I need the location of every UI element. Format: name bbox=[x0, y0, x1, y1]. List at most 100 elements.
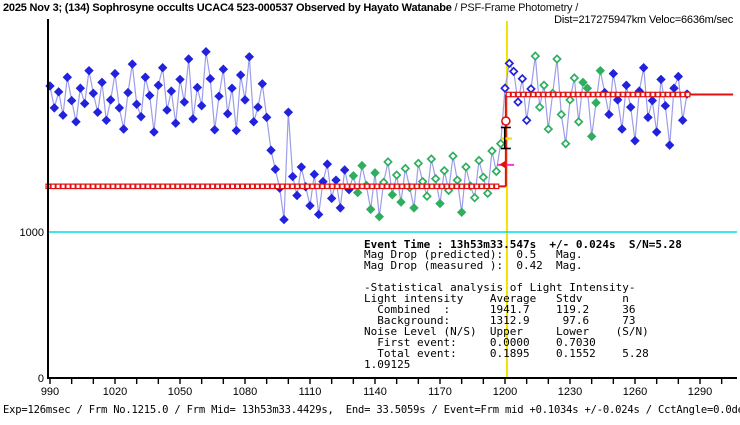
data-point bbox=[214, 91, 224, 101]
data-point bbox=[309, 169, 320, 180]
title-suffix: / PSF-Frame Photometry / bbox=[451, 2, 579, 14]
x-tick-label: 1140 bbox=[363, 386, 387, 398]
data-point bbox=[352, 187, 363, 198]
data-point bbox=[248, 117, 259, 127]
data-point bbox=[348, 171, 359, 181]
data-point bbox=[231, 125, 242, 136]
data-point bbox=[192, 82, 203, 93]
data-point bbox=[517, 73, 528, 84]
data-point bbox=[383, 157, 393, 167]
data-point bbox=[448, 151, 458, 161]
data-point bbox=[101, 115, 112, 126]
data-point bbox=[58, 110, 68, 120]
event-markers bbox=[496, 116, 515, 170]
data-point bbox=[534, 102, 545, 112]
data-point bbox=[144, 90, 155, 101]
data-point bbox=[500, 83, 510, 93]
data-point bbox=[669, 83, 679, 93]
x-tick-label: 1290 bbox=[688, 386, 712, 398]
data-point bbox=[604, 109, 614, 120]
x-tick-label: 990 bbox=[41, 386, 59, 398]
data-point bbox=[461, 162, 471, 172]
data-point bbox=[283, 107, 294, 117]
data-point bbox=[396, 197, 406, 207]
data-point bbox=[539, 80, 549, 91]
x-tick-label: 1080 bbox=[233, 386, 257, 398]
dist-veloc-line: Dist=217275947km Veloc=6636m/sec bbox=[554, 14, 733, 26]
data-point bbox=[565, 95, 575, 105]
lightcurve-connector bbox=[49, 51, 688, 220]
data-point bbox=[526, 84, 536, 94]
x-tick-label: 1050 bbox=[168, 386, 192, 398]
data-point bbox=[435, 198, 445, 209]
y-tick-label: 0 bbox=[38, 373, 44, 385]
data-point bbox=[387, 190, 398, 200]
data-point bbox=[430, 173, 441, 184]
data-point bbox=[391, 170, 402, 180]
data-point bbox=[508, 66, 519, 77]
x-tick-label: 1200 bbox=[493, 386, 517, 398]
data-point bbox=[591, 98, 601, 108]
event-circle-marker bbox=[501, 116, 511, 126]
event-yellow-tick bbox=[501, 137, 512, 140]
data-point bbox=[331, 175, 341, 185]
data-point bbox=[456, 207, 467, 217]
x-axis-ticks bbox=[49, 379, 723, 384]
data-point bbox=[49, 103, 60, 113]
data-point bbox=[474, 155, 484, 166]
data-point bbox=[244, 52, 255, 62]
x-axis bbox=[47, 377, 737, 379]
page-title: 2025 Nov 3; (134) Sophrosyne occults UCA… bbox=[3, 2, 578, 14]
data-point bbox=[84, 65, 94, 76]
data-point bbox=[365, 204, 376, 215]
data-point bbox=[621, 80, 632, 90]
data-point bbox=[296, 162, 307, 172]
data-point bbox=[305, 201, 315, 211]
data-point bbox=[608, 68, 619, 79]
data-point bbox=[573, 116, 584, 127]
data-point bbox=[127, 59, 138, 69]
data-point bbox=[201, 46, 211, 57]
data-point bbox=[131, 99, 142, 109]
data-point bbox=[218, 64, 229, 74]
data-point bbox=[279, 214, 289, 225]
axes bbox=[47, 19, 737, 379]
data-point bbox=[660, 101, 671, 111]
data-point bbox=[62, 72, 73, 82]
data-point bbox=[426, 154, 437, 164]
data-point bbox=[79, 98, 90, 109]
x-tick-label: 1230 bbox=[558, 386, 582, 398]
data-point bbox=[53, 87, 64, 97]
data-point bbox=[166, 86, 177, 96]
data-point bbox=[664, 140, 675, 150]
data-point bbox=[235, 70, 246, 80]
stats-lines: Mag Drop (predicted): 0.5 Mag. Mag Drop … bbox=[364, 248, 649, 371]
data-point bbox=[270, 164, 281, 174]
x-tick-label: 1020 bbox=[103, 386, 127, 398]
data-point bbox=[253, 102, 263, 112]
data-point bbox=[643, 112, 653, 123]
data-point bbox=[205, 73, 216, 84]
data-point bbox=[123, 87, 133, 98]
data-point bbox=[183, 54, 194, 64]
title-main: 2025 Nov 3; (134) Sophrosyne occults UCA… bbox=[3, 2, 452, 14]
data-point bbox=[677, 115, 688, 126]
x-tick-labels: 990 1020 1050 1080 1110 1140 1170 1200 1230 1260 1… bbox=[41, 386, 712, 398]
data-point bbox=[179, 97, 190, 107]
data-point bbox=[651, 127, 662, 137]
data-points bbox=[45, 46, 692, 225]
data-point bbox=[97, 77, 107, 88]
model-fit-line bbox=[45, 91, 734, 190]
data-point bbox=[625, 102, 636, 112]
data-point bbox=[478, 172, 489, 183]
data-point bbox=[595, 65, 606, 76]
data-point bbox=[335, 203, 346, 213]
data-point bbox=[114, 103, 125, 113]
data-point bbox=[413, 158, 424, 169]
data-point bbox=[175, 74, 185, 85]
data-point bbox=[409, 203, 419, 213]
data-point bbox=[400, 163, 411, 174]
data-point bbox=[543, 124, 554, 134]
